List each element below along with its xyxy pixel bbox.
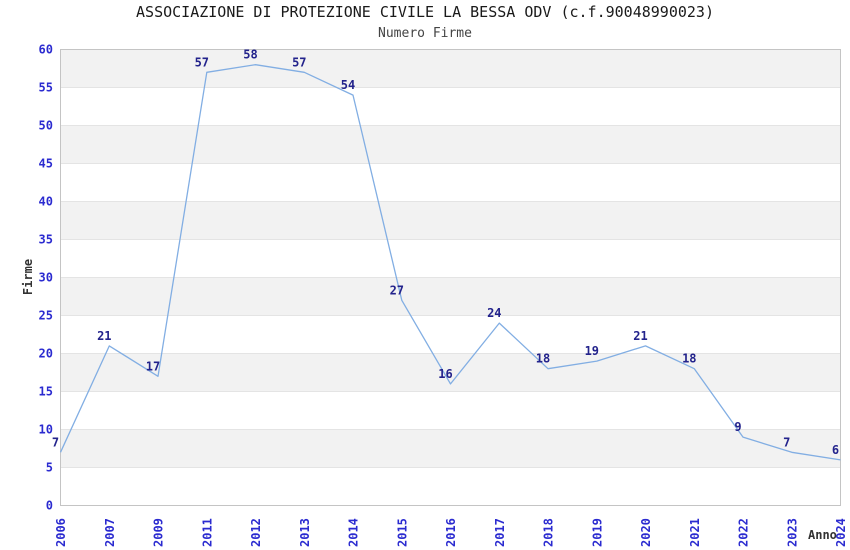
x-tick-label: 2020 <box>639 518 653 547</box>
y-tick-label: 60 <box>39 43 53 57</box>
y-tick-label: 30 <box>39 271 53 285</box>
plot-border <box>60 49 841 506</box>
data-point-label: 21 <box>97 329 111 343</box>
y-tick-label: 40 <box>39 195 53 209</box>
data-point-label: 54 <box>341 78 355 92</box>
plot-band <box>61 125 840 164</box>
data-point-label: 7 <box>783 435 790 449</box>
data-point-label: 9 <box>734 420 741 434</box>
x-tick-label: 2013 <box>298 518 312 547</box>
x-tick-label: 2018 <box>542 518 556 547</box>
plot-band <box>61 353 840 392</box>
x-tick-label: 2017 <box>493 518 507 547</box>
data-point-label: 6 <box>832 443 839 457</box>
plot-band <box>61 429 840 468</box>
x-tick-label: 2011 <box>200 518 214 547</box>
y-tick-label: 0 <box>46 499 53 513</box>
x-tick-label: 2023 <box>785 518 799 547</box>
y-tick-label: 55 <box>39 81 53 95</box>
x-axis-title: Anno <box>808 528 837 542</box>
x-tick-label: 2021 <box>688 518 702 547</box>
chart-subtitle: Numero Firme <box>378 26 472 41</box>
data-point-label: 7 <box>52 435 59 449</box>
data-point-label: 19 <box>585 344 599 358</box>
x-tick-label: 2012 <box>249 518 263 547</box>
data-point-label: 18 <box>536 352 550 366</box>
plot-band <box>61 277 840 316</box>
y-tick-label: 45 <box>39 157 53 171</box>
y-tick-label: 25 <box>39 309 53 323</box>
y-tick-label: 5 <box>46 461 53 475</box>
y-tick-label: 20 <box>39 347 53 361</box>
y-tick-label: 10 <box>39 423 53 437</box>
y-axis-title: Firme <box>21 258 36 296</box>
y-tick-label: 35 <box>39 233 53 247</box>
x-tick-label: 2006 <box>54 518 68 547</box>
data-point-label: 17 <box>146 359 160 373</box>
x-tick-label: 2015 <box>395 518 409 547</box>
x-tick-label: 2009 <box>152 518 166 547</box>
y-tick-label: 50 <box>39 119 53 133</box>
data-point-label: 24 <box>487 306 501 320</box>
x-tick-label: 2016 <box>444 518 458 547</box>
x-tick-label: 2022 <box>737 518 751 547</box>
data-point-label: 58 <box>243 48 257 62</box>
data-point-label: 27 <box>390 283 404 297</box>
y-tick-label: 15 <box>39 385 53 399</box>
plot-band <box>61 201 840 240</box>
x-tick-label: 2019 <box>590 518 604 547</box>
x-tick-label: 2007 <box>103 518 117 547</box>
chart-title: ASSOCIAZIONE DI PROTEZIONE CIVILE LA BES… <box>136 3 714 21</box>
firme-line-series <box>59 64 841 461</box>
data-point-label: 57 <box>292 55 306 69</box>
data-point-label: 18 <box>682 352 696 366</box>
x-tick-label: 2014 <box>347 518 361 547</box>
data-point-label: 21 <box>633 329 647 343</box>
plot-band <box>61 49 840 88</box>
x-tick-label: 2024 <box>834 518 848 547</box>
data-point-label: 16 <box>438 367 452 381</box>
data-point-label: 57 <box>195 55 209 69</box>
